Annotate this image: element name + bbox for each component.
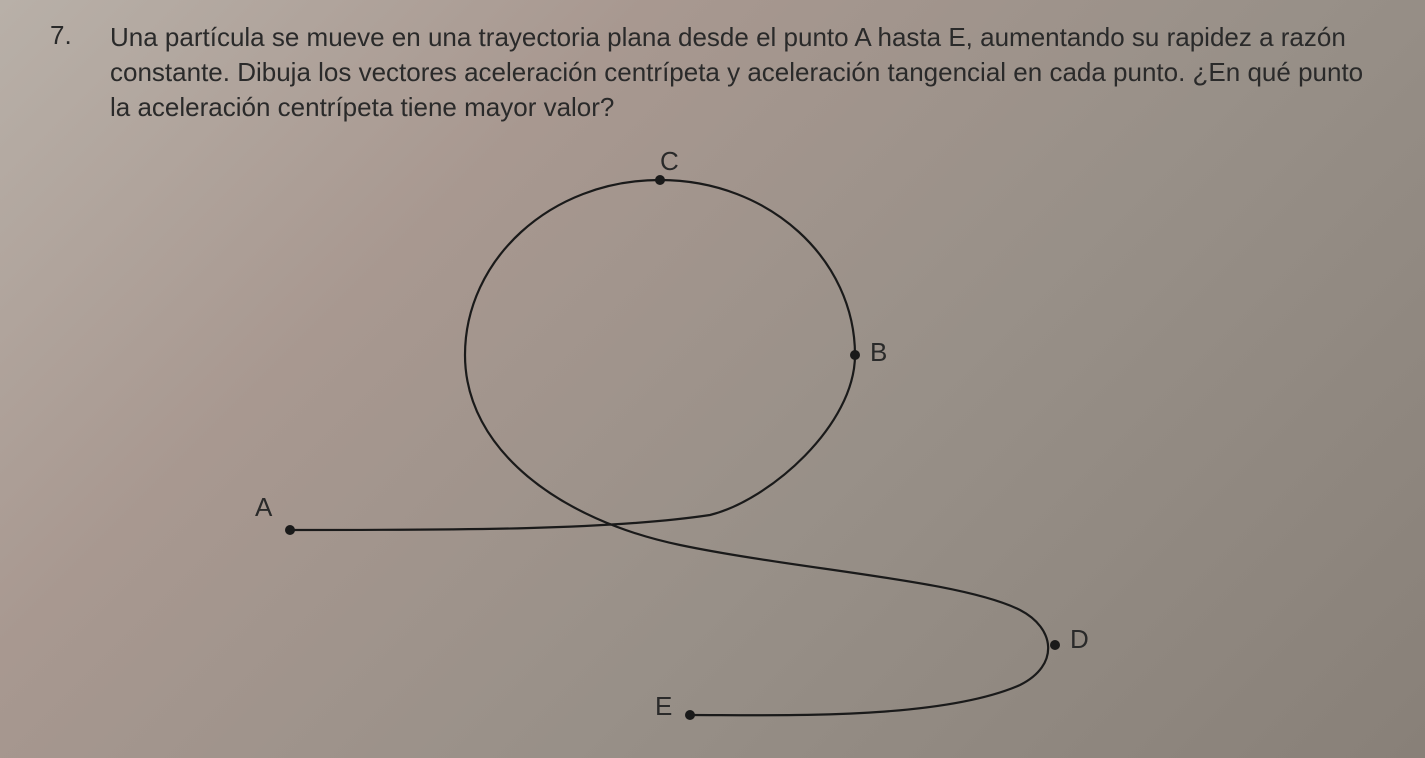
question-number: 7. xyxy=(50,20,80,51)
trajectory-path xyxy=(290,180,1048,715)
question-text: Una partícula se mueve en una trayectori… xyxy=(110,20,1395,125)
trajectory-diagram: A B C D E xyxy=(260,160,1160,740)
page: 7. Una partícula se mueve en una trayect… xyxy=(0,0,1425,758)
point-e-label: E xyxy=(655,691,672,722)
point-d-dot xyxy=(1050,640,1060,650)
point-d-label: D xyxy=(1070,624,1089,655)
question-row: 7. Una partícula se mueve en una trayect… xyxy=(30,20,1395,125)
trajectory-curve-svg xyxy=(260,160,1160,740)
point-a-label: A xyxy=(255,492,272,523)
point-b-dot xyxy=(850,350,860,360)
point-c-label: C xyxy=(660,146,679,177)
point-b-label: B xyxy=(870,337,887,368)
point-e-dot xyxy=(685,710,695,720)
point-a-dot xyxy=(285,525,295,535)
